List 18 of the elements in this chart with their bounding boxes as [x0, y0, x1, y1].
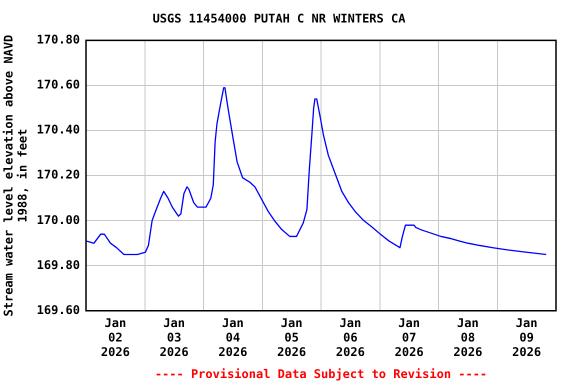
- x-tick-label: Jan 08 2026: [453, 316, 482, 359]
- y-tick-label: 170.00: [36, 212, 80, 227]
- chart-title: USGS 11454000 PUTAH C NR WINTERS CA: [152, 11, 406, 26]
- x-tick-label: Jan 04 2026: [218, 316, 248, 359]
- y-tick-label: 170.80: [36, 32, 80, 47]
- y-tick-label: 170.20: [36, 168, 80, 182]
- y-tick-label: 169.60: [36, 302, 80, 317]
- x-tick-label: Jan 03 2026: [160, 316, 189, 359]
- text: ---- Provisional Data Subject to Revision ----: [154, 367, 488, 382]
- x-tick-label: Jan 02 2026: [100, 316, 130, 359]
- x-tick-label: Jan 09 2026: [512, 316, 542, 359]
- x-tick-label: Jan 06 2026: [336, 316, 365, 359]
- y-axis-title: Stream water level elevation above NAVD 1988, in feet: [1, 34, 30, 316]
- y-tick-label: 170.60: [36, 78, 80, 92]
- y-tick-label: 169.80: [36, 258, 80, 272]
- y-tick-label: 170.40: [36, 122, 80, 137]
- x-tick-label: Jan 07 2026: [394, 316, 424, 359]
- x-tick-label: Jan 05 2026: [277, 316, 306, 359]
